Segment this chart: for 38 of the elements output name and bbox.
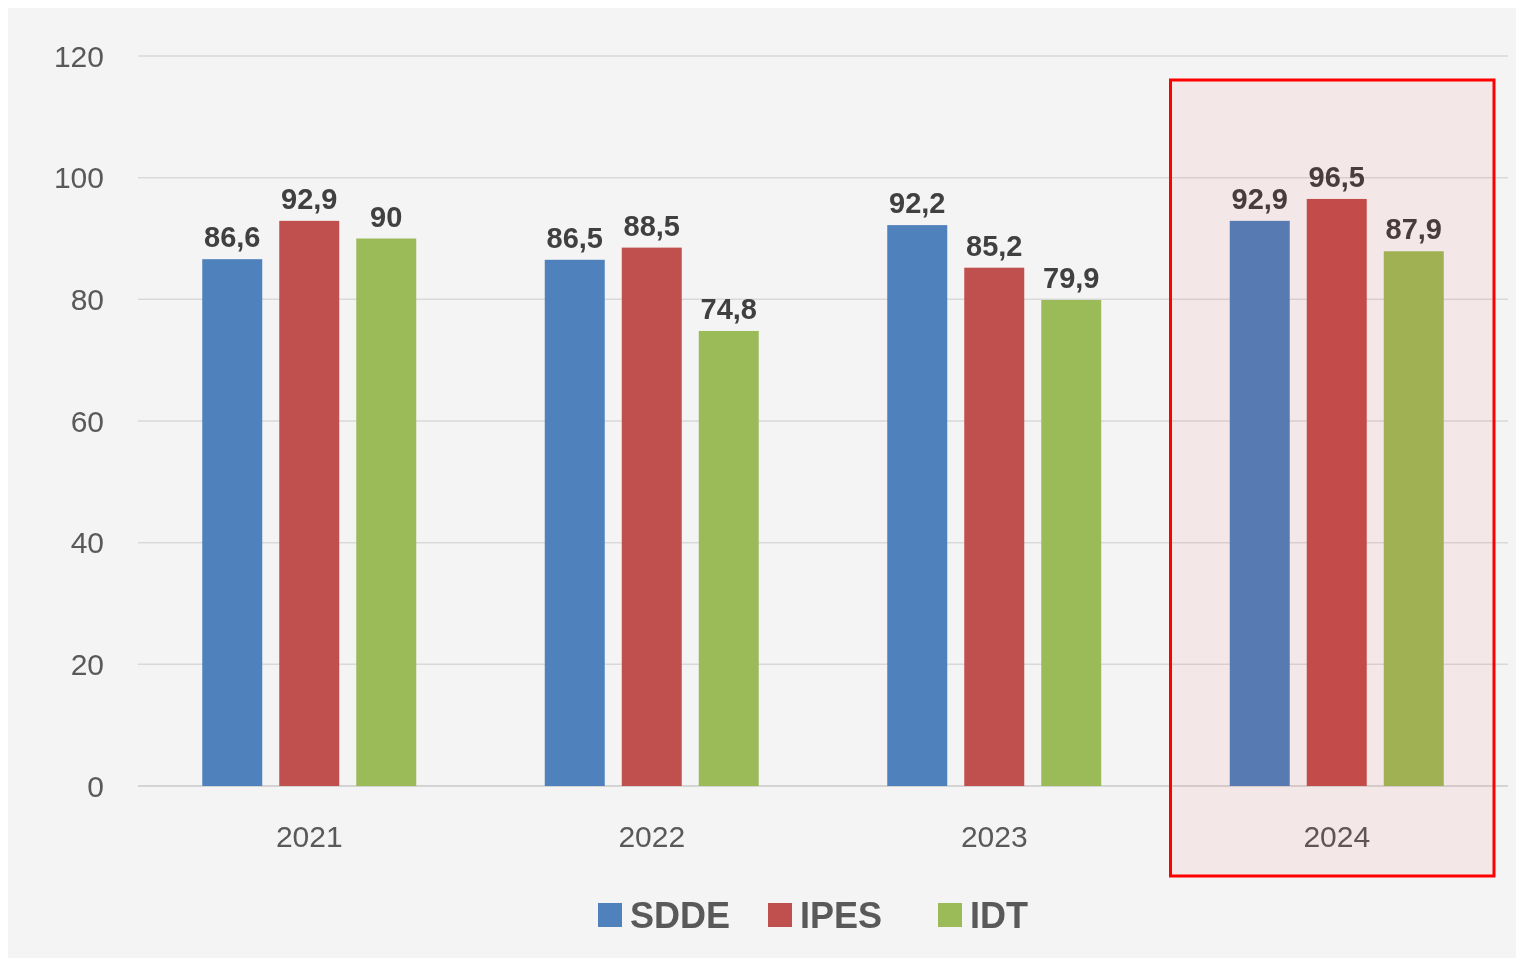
- bar: [1306, 198, 1367, 786]
- y-tick-label: 100: [53, 161, 104, 195]
- bar: [544, 259, 605, 786]
- bar: [356, 238, 417, 786]
- bar: [279, 220, 340, 786]
- data-label: 87,9: [1385, 213, 1442, 246]
- data-label: 74,8: [700, 292, 757, 325]
- x-tick-label: 2022: [618, 819, 686, 853]
- data-label: 86,5: [546, 221, 603, 254]
- data-label: 79,9: [1043, 261, 1100, 294]
- bar: [964, 267, 1025, 786]
- y-tick-label: 0: [87, 769, 104, 803]
- y-tick-label: 120: [53, 39, 104, 73]
- legend-label: IPES: [800, 894, 883, 936]
- data-label: 92,2: [889, 187, 946, 220]
- bar: [621, 247, 682, 786]
- legend-label: IDT: [970, 894, 1028, 936]
- y-tick-label: 60: [70, 404, 104, 438]
- x-tick-label: 2024: [1303, 819, 1371, 853]
- bar: [1229, 220, 1290, 786]
- y-tick-label: 80: [70, 282, 104, 316]
- data-label: 96,5: [1308, 160, 1365, 193]
- bar: [202, 259, 263, 786]
- y-tick-label: 40: [70, 526, 104, 560]
- y-tick-label: 20: [70, 647, 104, 681]
- bar: [887, 225, 948, 786]
- data-label: 92,9: [281, 182, 338, 215]
- data-label: 90: [370, 200, 403, 233]
- data-label: 86,6: [204, 221, 261, 254]
- legend-label: SDDE: [630, 894, 731, 936]
- data-label: 88,5: [623, 209, 680, 242]
- x-tick-label: 2023: [960, 819, 1028, 853]
- bar: [1383, 251, 1444, 786]
- data-label: 85,2: [966, 229, 1023, 262]
- bar: [698, 330, 759, 786]
- x-tick-label: 2021: [275, 819, 343, 853]
- data-label: 92,9: [1231, 182, 1288, 215]
- bar: [1041, 299, 1102, 786]
